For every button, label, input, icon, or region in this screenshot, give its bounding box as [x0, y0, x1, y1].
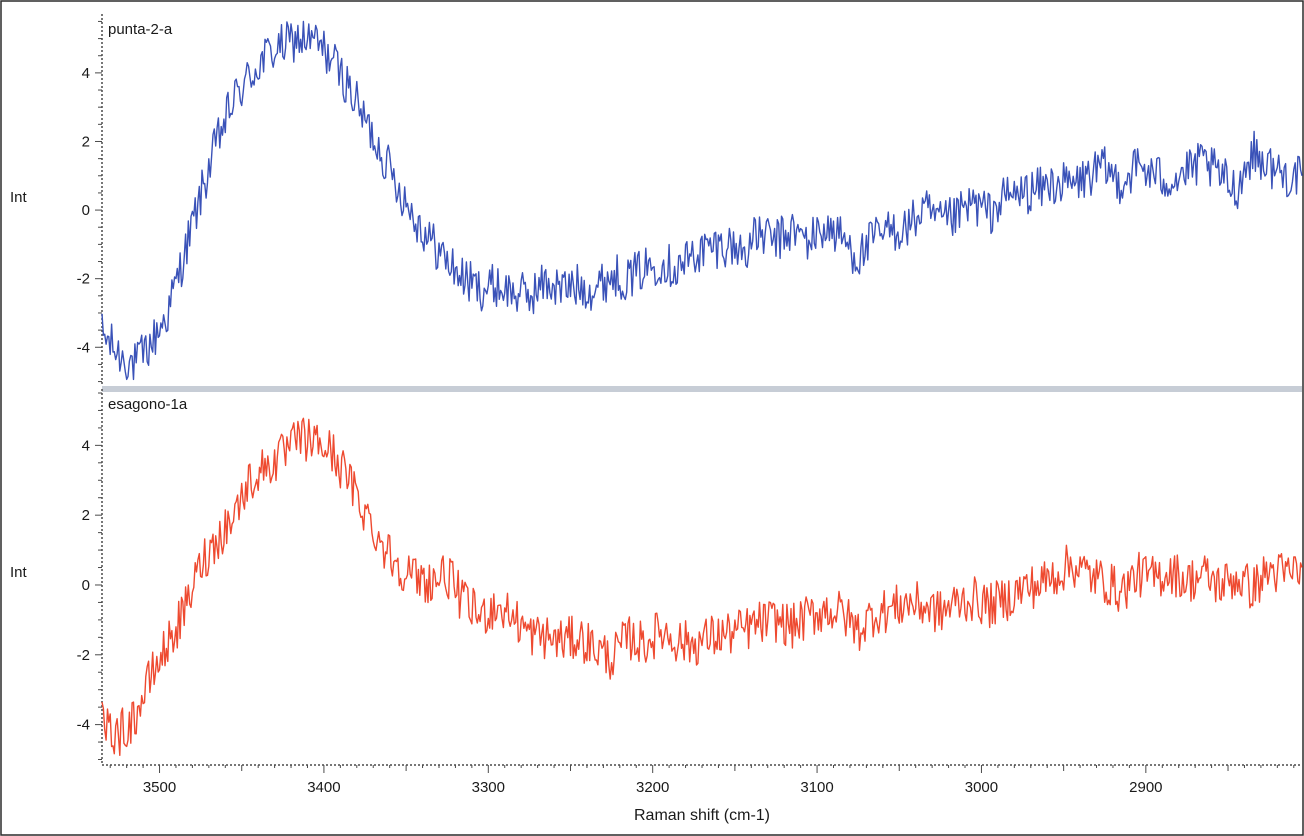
y-tick-label-bottom: 4: [82, 437, 90, 454]
x-tick-label: 2900: [1129, 779, 1162, 796]
panel-punta-2-a: -4 -2 0 2 4 Int punta-2-a: [10, 14, 1303, 385]
y-tick-label-top: 0: [82, 202, 90, 219]
x-axis: 3500 3400 3300 3200 3100 3000 2900 Raman shift …: [102, 764, 1302, 824]
y-axis-label-top: Int: [10, 189, 28, 206]
y-tick-label-top: 4: [82, 65, 90, 82]
x-tick-label: 3100: [800, 779, 833, 796]
x-tick-label: 3300: [472, 779, 505, 796]
y-axis-label-bottom: Int: [10, 564, 28, 581]
panel-title-bottom: esagono-1a: [108, 396, 188, 413]
x-tick-label: 3400: [307, 779, 340, 796]
x-axis-title: Raman shift (cm-1): [634, 807, 770, 824]
panel-divider: [102, 386, 1302, 392]
x-tick-label: 3200: [636, 779, 669, 796]
y-tick-label-top: -2: [77, 271, 90, 288]
y-tick-label-bottom: 2: [82, 507, 90, 524]
y-tick-label-bottom: -2: [77, 647, 90, 664]
y-tick-label-bottom: -4: [77, 717, 90, 734]
x-tick-label: 3000: [965, 779, 998, 796]
series-line-bottom: [101, 417, 1303, 756]
series-line-top: [101, 20, 1303, 381]
y-tick-label-bottom: 0: [82, 577, 90, 594]
y-tick-label-top: -4: [77, 339, 90, 356]
panel-esagono-1a: -4 -2 0 2 4 Int esagono-1a: [10, 389, 1303, 763]
x-tick-label: 3500: [143, 779, 176, 796]
panel-title-top: punta-2-a: [108, 21, 173, 38]
y-tick-label-top: 2: [82, 133, 90, 150]
